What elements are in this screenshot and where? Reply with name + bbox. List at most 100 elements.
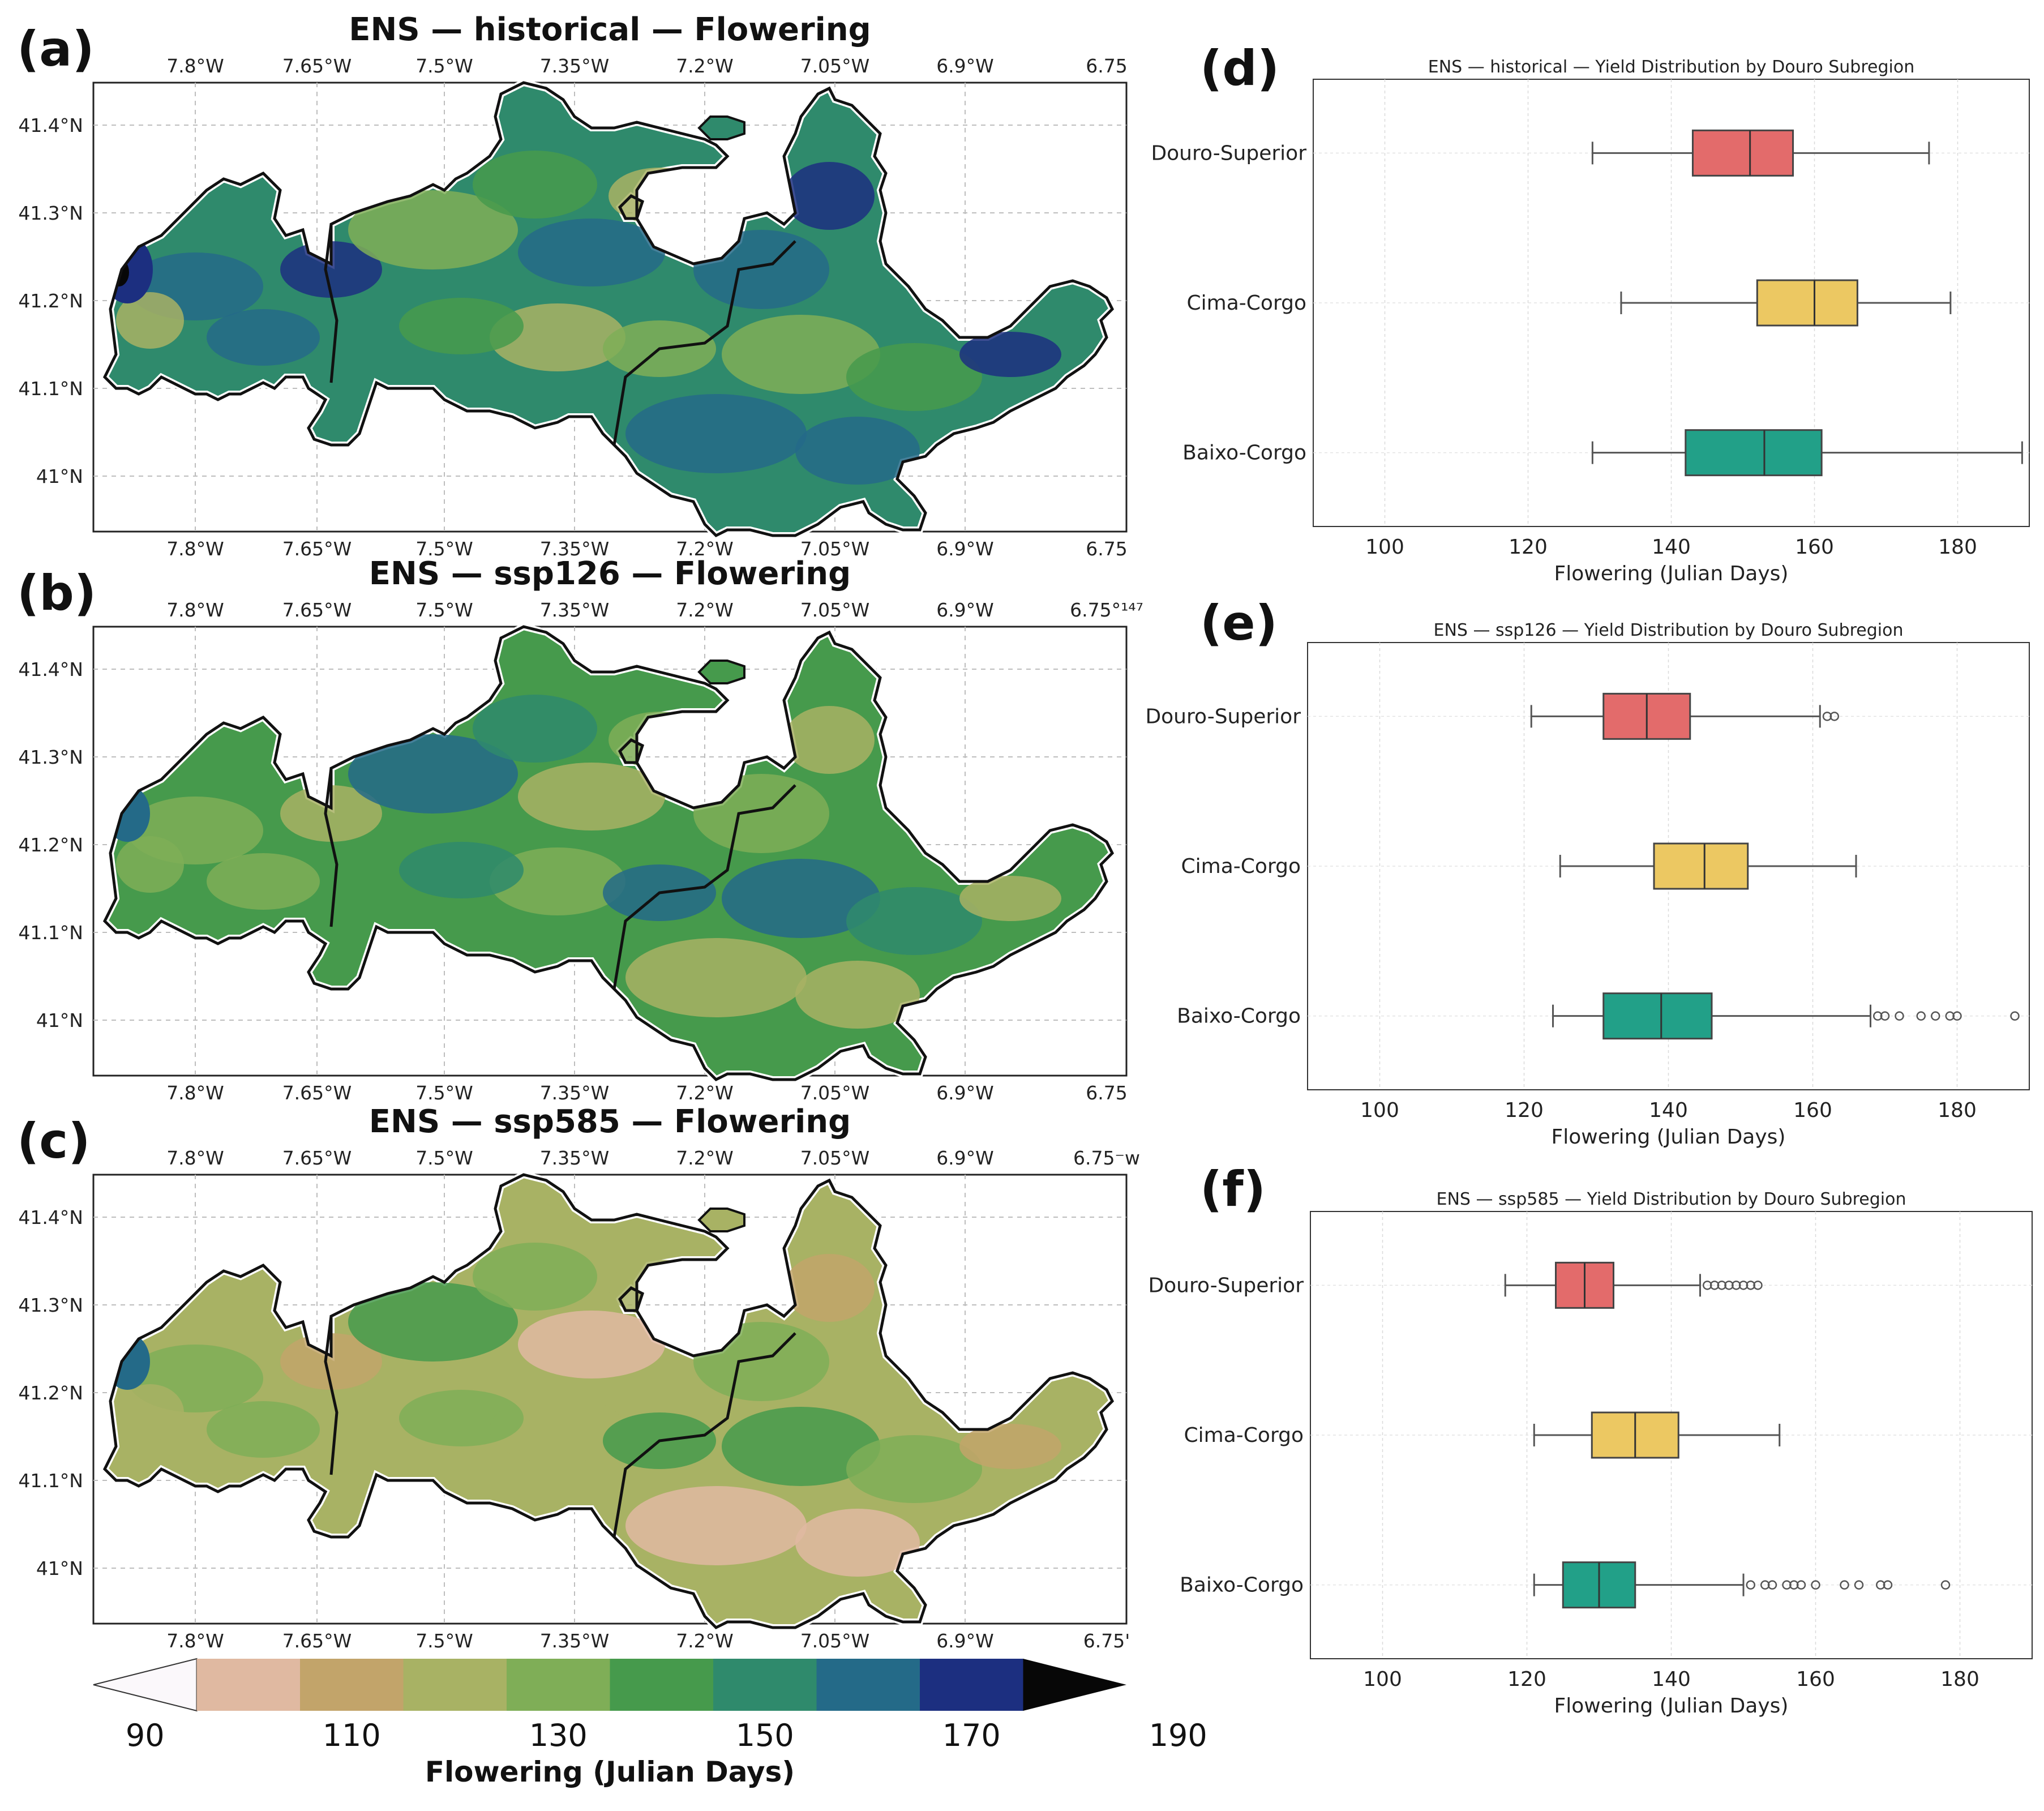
y-tick-label: Cima-Corgo [1187, 292, 1306, 315]
panel-letter: (d) [1200, 40, 1279, 97]
x-tick-label: 160 [1793, 1099, 1832, 1122]
map-panel-ssp126: (b) ENS — ssp126 — Flowering 7.8°W 7.65°W 7.… [17, 555, 1143, 1104]
flowering-contours [105, 151, 1061, 485]
x-tick-label: 160 [1796, 1668, 1835, 1691]
contour-patch [399, 298, 524, 354]
boxplot-panel-0: (d) ENS — historical — Yield Distribution… [1151, 40, 2030, 585]
y-tick-label: Baixo-Corgo [1180, 1574, 1304, 1597]
y-tick-label: Douro-Superior [1148, 1274, 1304, 1297]
bottom-lon-tick: 7.65°W [282, 1630, 352, 1652]
contour-patch [795, 417, 920, 485]
panel-letter: (e) [1200, 595, 1278, 652]
colorbar-segment [920, 1659, 1024, 1711]
top-lon-tick: 7.5°W [415, 599, 473, 621]
y-tick-label: Cima-Corgo [1181, 855, 1301, 878]
lat-tick: 41.3°N [18, 746, 83, 768]
contour-patch [722, 859, 880, 938]
bottom-lon-tick: 7.35°W [540, 538, 610, 560]
map-title: ENS — ssp585 — Flowering [369, 1103, 851, 1140]
top-lon-tick: 7.35°W [540, 1147, 610, 1169]
x-axis-label: Flowering (Julian Days) [1554, 562, 1789, 585]
map-panel-historical: (a) ENS — historical — Flowering 7.8°W 7.65… [17, 11, 1128, 560]
x-tick-label: 180 [1938, 1099, 1977, 1122]
contour-patch [280, 785, 382, 842]
contour-patch [795, 961, 920, 1029]
colorbar-segment [1023, 1659, 1126, 1711]
bottom-lon-tick: 7.65°W [282, 1082, 352, 1104]
contour-patch [518, 763, 665, 830]
contour-patch [959, 876, 1061, 921]
panel-letter: (a) [17, 21, 95, 78]
contour-patch [490, 1395, 625, 1463]
lat-tick: 41.3°N [18, 202, 83, 224]
x-tick-label: 180 [1940, 1668, 1979, 1691]
outlier-point [1880, 1011, 1890, 1021]
colorbar-segment [507, 1659, 611, 1711]
bottom-lon-tick: 7.8°W [166, 1082, 224, 1104]
bottom-lon-tick: 6.9°W [936, 1082, 994, 1104]
box-cima-corgo [1756, 279, 1858, 327]
outlier-point [2010, 1011, 2020, 1021]
bottom-lon-tick: 7.5°W [415, 538, 473, 560]
colorbar-segment [93, 1658, 198, 1712]
contour-patch [116, 292, 184, 349]
island-outline [698, 115, 745, 140]
top-lon-tick: 7.5°W [415, 55, 473, 77]
top-lon-tick: 6.9°W [936, 1147, 994, 1169]
top-lon-tick: 6.75°¹⁴⁷ [1070, 599, 1143, 621]
contour-patch [518, 219, 665, 286]
x-tick-label: 160 [1795, 536, 1834, 559]
lat-tick: 41.1°N [18, 378, 83, 400]
top-lon-tick: 6.9°W [936, 599, 994, 621]
colorbar-tick: 150 [736, 1718, 794, 1753]
top-lon-tick: 7.05°W [800, 1147, 870, 1169]
x-tick-label: 100 [1365, 536, 1404, 559]
contour-patch [784, 162, 875, 230]
top-lon-tick: 7.65°W [282, 599, 352, 621]
contour-patch [348, 1282, 518, 1362]
colorbar-tick: 190 [1149, 1718, 1207, 1753]
contour-patch [846, 887, 982, 955]
lat-tick: 41.2°N [18, 834, 83, 856]
box-baixo-corgo [1602, 992, 1713, 1040]
bottom-lon-tick: 6.75 [1086, 538, 1127, 560]
contour-patch [207, 853, 320, 910]
x-tick-label: 140 [1649, 1099, 1688, 1122]
bottom-lon-tick: 6.9°W [936, 538, 994, 560]
box-cima-corgo [1653, 842, 1749, 890]
contour-patch [846, 1435, 982, 1503]
y-tick-label: Baixo-Corgo [1177, 1005, 1301, 1028]
lat-tick: 41.4°N [18, 658, 83, 680]
bottom-lon-tick: 7.5°W [415, 1630, 473, 1652]
colorbar-segment [403, 1659, 507, 1711]
bottom-lon-tick: 7.2°W [676, 1630, 734, 1652]
bottom-lon-tick: 7.2°W [676, 1082, 734, 1104]
bottom-lon-tick: 7.35°W [540, 1630, 610, 1652]
chart-title: ENS — ssp585 — Yield Distribution by Dou… [1436, 1189, 1906, 1209]
lat-tick: 41.2°N [18, 290, 83, 312]
subregion-border [612, 240, 796, 446]
outlier-point [1746, 1580, 1755, 1590]
bottom-lon-tick: 7.05°W [800, 1082, 870, 1104]
contour-patch [846, 343, 982, 411]
top-lon-tick: 6.75⁻w [1073, 1147, 1140, 1169]
boxplot-panel-2: (f) ENS — ssp585 — Yield Distribution by … [1148, 1161, 2033, 1718]
colorbar-tick: 90 [126, 1718, 165, 1753]
lat-tick: 41.3°N [18, 1294, 83, 1316]
colorbar-tick: 130 [529, 1718, 588, 1753]
contour-patch [399, 842, 524, 898]
colorbar-tick: 110 [323, 1718, 381, 1753]
contour-patch [795, 1509, 920, 1577]
bottom-lon-tick: 7.05°W [800, 538, 870, 560]
map-panel-ssp585: (c) ENS — ssp585 — Flowering 7.8°W 7.65°W 7.… [17, 1103, 1140, 1652]
top-lon-tick: 7.65°W [282, 1147, 352, 1169]
lat-tick: 41.4°N [18, 1206, 83, 1228]
outlier-point [1883, 1580, 1893, 1590]
panel-letter: (f) [1200, 1161, 1266, 1218]
outlier-point [1854, 1580, 1864, 1590]
top-lon-tick: 7.35°W [540, 599, 610, 621]
colorbar-segment [610, 1659, 714, 1711]
contour-patch [116, 1384, 184, 1441]
y-tick-label: Douro-Superior [1145, 705, 1301, 728]
lat-tick: 41.1°N [18, 1470, 83, 1492]
